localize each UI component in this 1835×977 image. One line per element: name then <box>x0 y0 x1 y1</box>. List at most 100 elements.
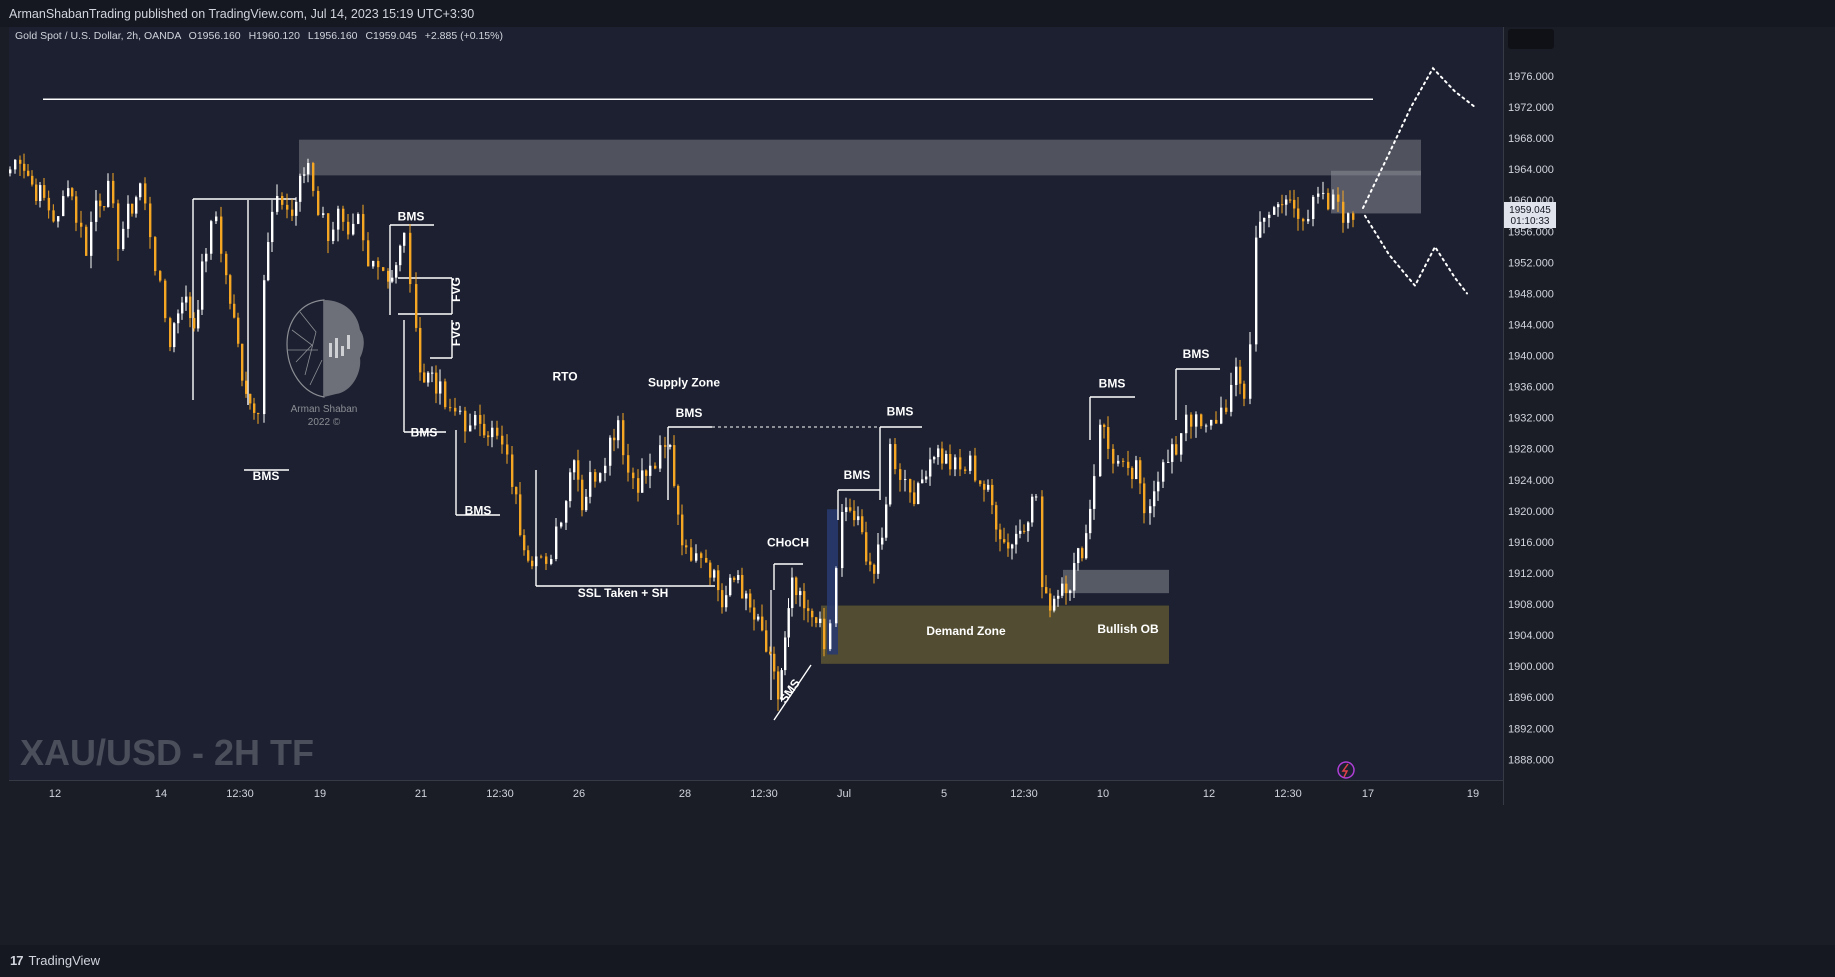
candle <box>523 529 526 556</box>
candle-body <box>1285 199 1288 205</box>
candle-body <box>303 174 306 176</box>
candle-body <box>506 444 509 455</box>
candle <box>795 576 798 605</box>
candle-body <box>659 445 662 469</box>
scale-settings-box[interactable] <box>1508 29 1554 49</box>
candle-body <box>1127 461 1130 468</box>
candle <box>415 272 418 332</box>
candle-body <box>877 544 880 574</box>
price-scale[interactable] <box>1503 27 1567 805</box>
candle-body <box>189 296 192 319</box>
candle <box>1007 533 1010 557</box>
candle-body <box>677 485 680 515</box>
candle-body <box>27 170 30 176</box>
candle <box>515 486 518 505</box>
candle-body <box>577 460 580 480</box>
candle <box>1112 444 1115 474</box>
candle <box>347 213 350 240</box>
candle-body <box>1190 414 1193 427</box>
y-tick-label: 1920.000 <box>1508 506 1554 518</box>
watermark-text: XAU/USD - 2H TF <box>20 732 314 773</box>
candle <box>1139 457 1142 495</box>
candle <box>527 545 530 563</box>
candle-body <box>995 505 998 530</box>
candle-body <box>1225 407 1228 412</box>
candle-body <box>829 623 832 650</box>
candle <box>577 449 580 492</box>
candle-body <box>43 185 46 198</box>
candle-body <box>1347 213 1350 223</box>
candle <box>700 551 703 569</box>
candle <box>1131 466 1134 489</box>
candle-body <box>627 455 630 473</box>
candle-body <box>14 159 17 170</box>
x-tick-label: 12 <box>1203 788 1215 800</box>
candle-body <box>585 496 588 511</box>
current-price-badge: 1959.045 01:10:33 <box>1504 202 1556 228</box>
candle-body <box>1235 366 1238 385</box>
candle-body <box>112 180 115 204</box>
candle-body <box>1153 491 1156 507</box>
y-tick-label: 1944.000 <box>1508 319 1554 331</box>
candle-body <box>357 214 360 224</box>
candle-body <box>861 516 864 533</box>
candle <box>1061 577 1064 599</box>
candle <box>799 587 802 607</box>
candle-body <box>117 203 120 250</box>
candle <box>464 406 467 443</box>
logo-candles-icon <box>329 335 350 358</box>
x-tick-label: 12:30 <box>1274 788 1302 800</box>
candle <box>249 393 252 410</box>
candle-body <box>685 545 688 548</box>
candle-body <box>479 414 482 424</box>
candle <box>511 445 514 495</box>
candle-body <box>869 561 872 565</box>
candle-body <box>154 237 157 272</box>
candle <box>594 469 597 488</box>
candle <box>479 404 482 437</box>
candle-body <box>487 435 490 438</box>
candle <box>189 292 192 328</box>
lightning-icon[interactable] <box>1337 761 1355 779</box>
candle <box>983 480 986 502</box>
price-badge-countdown: 01:10:33 <box>1511 216 1550 227</box>
candle <box>1210 419 1213 430</box>
candle-body <box>959 457 962 470</box>
candle <box>1089 499 1092 540</box>
candle-body <box>737 575 740 580</box>
legend-open: O1956.160 <box>189 30 241 42</box>
y-tick-label: 1972.000 <box>1508 102 1554 114</box>
y-tick-label: 1956.000 <box>1508 226 1554 238</box>
candle <box>112 173 115 208</box>
annotation-label: Demand Zone <box>926 624 1006 638</box>
candle <box>362 204 365 252</box>
candle-body <box>1322 192 1325 194</box>
candle <box>765 620 768 653</box>
candle-body <box>181 302 184 314</box>
candle-body <box>225 253 228 276</box>
candle-body <box>1143 483 1146 514</box>
candle <box>449 398 452 412</box>
candle-body <box>233 303 236 318</box>
candle-body <box>1215 419 1218 424</box>
candle-body <box>1352 213 1355 220</box>
annotation-label: Bullish OB <box>1097 622 1159 636</box>
x-tick-label: 28 <box>679 788 691 800</box>
candle-body <box>362 214 365 241</box>
candle-body <box>1175 444 1178 455</box>
candle <box>999 523 1002 552</box>
candle <box>245 371 248 398</box>
candle-body <box>1069 590 1072 594</box>
annotation-label: BMS <box>887 404 914 418</box>
candle <box>1143 477 1146 524</box>
candle-body <box>423 372 426 383</box>
candle-body <box>1281 204 1284 206</box>
zone-4 <box>821 605 1169 664</box>
candle-body <box>645 470 648 476</box>
candle-body <box>210 221 213 254</box>
candle-body <box>107 180 110 207</box>
candle-body <box>673 445 676 486</box>
tradingview-brand[interactable]: 17 TradingView <box>10 953 100 968</box>
candle <box>169 316 172 352</box>
